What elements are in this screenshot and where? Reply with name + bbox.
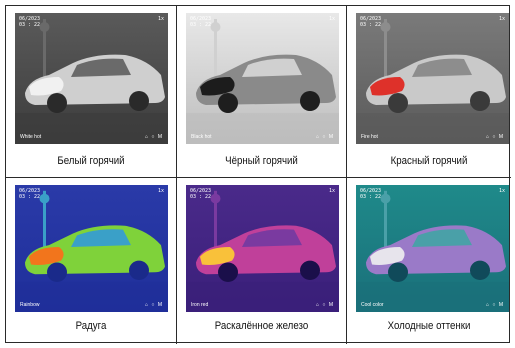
car-window	[412, 58, 472, 77]
hood-hotspot	[200, 77, 235, 96]
front-wheel	[47, 93, 67, 113]
road	[15, 281, 168, 312]
car-scene	[15, 185, 168, 312]
osd-date: 06/2023 03 : 22	[190, 16, 212, 28]
sign	[210, 193, 221, 204]
osd-date: 06/2023 03 : 22	[19, 188, 41, 200]
panel-caption: Раскалённое железо	[214, 320, 309, 332]
car-window	[71, 229, 131, 248]
hood-hotspot	[370, 247, 405, 265]
road	[356, 113, 509, 144]
panel-black-hot: 06/2023 03 : 22 1x Black hot ⌂ ○ M Чёрный г…	[177, 6, 347, 178]
osd-date: 06/2023 03 : 22	[19, 16, 41, 28]
osd-date: 06/2023 03 : 22	[190, 188, 212, 200]
car-scene	[356, 185, 509, 312]
osd-status-icons: ⌂ ○ M	[486, 134, 504, 140]
sign	[39, 22, 50, 32]
sign	[39, 193, 50, 204]
osd-zoom: 1x	[157, 16, 164, 22]
osd-zoom: 1x	[328, 188, 335, 194]
car-scene	[186, 13, 339, 144]
panel-caption: Радуга	[75, 320, 107, 332]
rear-wheel	[300, 91, 320, 111]
thermal-image-white-hot: 06/2023 03 : 22 1x White hot ⌂ ○ M	[15, 13, 168, 144]
rear-wheel	[470, 260, 490, 281]
panel-caption: Белый горячий	[57, 155, 125, 167]
pole	[43, 19, 46, 89]
road	[186, 281, 339, 312]
sign	[380, 193, 391, 204]
osd-palette-label: Black hot	[191, 134, 212, 140]
pole	[214, 19, 217, 89]
car-body	[366, 54, 506, 105]
car-body	[366, 225, 506, 275]
car-body	[196, 54, 336, 105]
osd-palette-label: Iron red	[191, 302, 209, 308]
thermal-image-rainbow: 06/2023 03 : 22 1x Rainbow ⌂ ○ M	[15, 185, 168, 312]
panel-caption: Холодные оттенки	[387, 320, 471, 332]
car-window	[242, 58, 302, 77]
road	[356, 281, 509, 312]
car-scene	[15, 13, 168, 144]
panel-white-hot: 06/2023 03 : 22 1x White hot ⌂ ○ M Белый го…	[6, 6, 177, 178]
front-wheel	[218, 262, 238, 282]
car-body	[25, 225, 165, 275]
hood-hotspot	[200, 247, 235, 265]
osd-zoom: 1x	[498, 16, 505, 22]
osd-zoom: 1x	[498, 188, 505, 194]
panel-fire-hot: 06/2023 03 : 22 1x Fire hot ⌂ ○ M Красный г…	[347, 6, 511, 178]
car-scene	[186, 185, 339, 312]
sign	[210, 22, 221, 32]
road	[186, 113, 339, 144]
thermal-palette-grid: 06/2023 03 : 22 1x White hot ⌂ ○ M Белый го…	[5, 5, 511, 344]
panel-caption: Красный горячий	[390, 155, 468, 167]
osd-date: 06/2023 03 : 22	[360, 16, 382, 28]
pole	[384, 190, 387, 259]
panel-iron-red: 06/2023 03 : 22 1x Iron red ⌂ ○ M Раскалённ…	[177, 178, 347, 344]
panel-rainbow: 06/2023 03 : 22 1x Rainbow ⌂ ○ M Радуга	[6, 178, 177, 344]
osd-status-icons: ⌂ ○ M	[316, 302, 334, 308]
thermal-image-cool-color: 06/2023 03 : 22 1x Cool color ⌂ ○ M	[356, 185, 509, 312]
osd-zoom: 1x	[328, 16, 335, 22]
panel-caption: Чёрный горячий	[225, 155, 298, 167]
rear-wheel	[300, 260, 320, 281]
front-wheel	[388, 262, 408, 282]
osd-status-icons: ⌂ ○ M	[145, 134, 163, 140]
car-window	[412, 229, 472, 248]
front-wheel	[388, 93, 408, 113]
thermal-image-fire-hot: 06/2023 03 : 22 1x Fire hot ⌂ ○ M	[356, 13, 509, 144]
osd-palette-label: Rainbow	[20, 302, 40, 308]
front-wheel	[218, 93, 238, 113]
osd-palette-label: Fire hot	[361, 134, 378, 140]
thermal-image-iron-red: 06/2023 03 : 22 1x Iron red ⌂ ○ M	[186, 185, 339, 312]
road	[15, 113, 168, 144]
hood-hotspot	[29, 247, 64, 265]
rear-wheel	[129, 260, 149, 281]
hood-hotspot	[370, 77, 405, 96]
car-scene	[356, 13, 509, 144]
osd-zoom: 1x	[157, 188, 164, 194]
osd-status-icons: ⌂ ○ M	[316, 134, 334, 140]
pole	[214, 190, 217, 259]
rear-wheel	[129, 91, 149, 111]
car-window	[242, 229, 302, 248]
rear-wheel	[470, 91, 490, 111]
sign	[380, 22, 391, 32]
hood-hotspot	[29, 77, 64, 96]
pole	[43, 190, 46, 259]
osd-palette-label: Cool color	[361, 302, 384, 308]
osd-status-icons: ⌂ ○ M	[486, 302, 504, 308]
car-body	[196, 225, 336, 275]
front-wheel	[47, 262, 67, 282]
thermal-image-black-hot: 06/2023 03 : 22 1x Black hot ⌂ ○ M	[186, 13, 339, 144]
osd-date: 06/2023 03 : 22	[360, 188, 382, 200]
osd-palette-label: White hot	[20, 134, 42, 140]
car-body	[25, 54, 165, 105]
car-window	[71, 58, 131, 77]
osd-status-icons: ⌂ ○ M	[145, 302, 163, 308]
panel-cool-color: 06/2023 03 : 22 1x Cool color ⌂ ○ M Холодны…	[347, 178, 511, 344]
pole	[384, 19, 387, 89]
